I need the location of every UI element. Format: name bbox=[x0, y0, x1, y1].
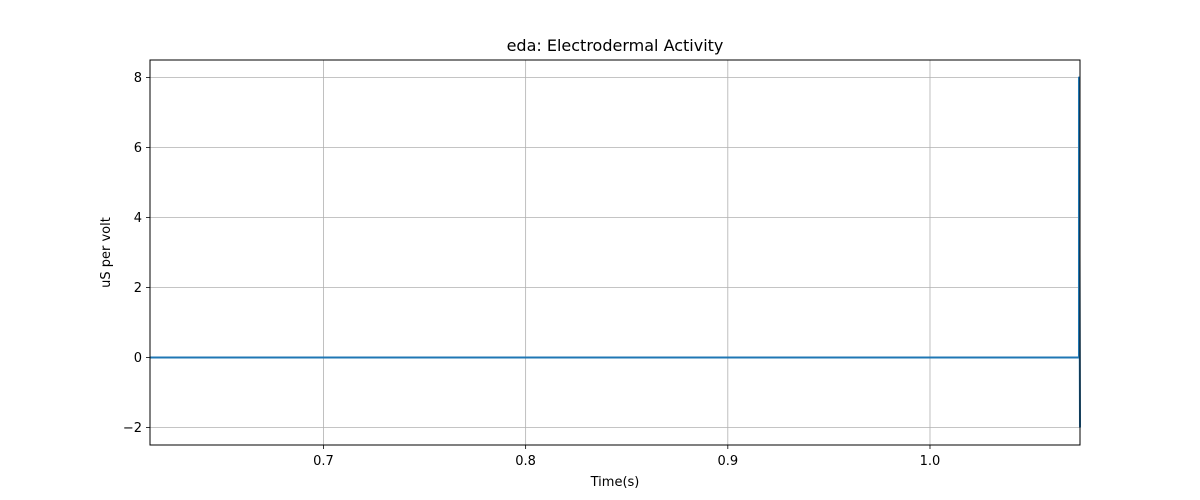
y-tick-label: −2 bbox=[123, 421, 142, 436]
y-tick-label: 8 bbox=[134, 71, 142, 86]
y-tick-label: 4 bbox=[134, 211, 142, 226]
plot-frame bbox=[149, 59, 1081, 446]
y-tick-label: 2 bbox=[134, 281, 142, 296]
y-tick-label: 6 bbox=[134, 141, 142, 156]
chart-title: eda: Electrodermal Activity bbox=[507, 36, 724, 55]
x-tick-label: 0.7 bbox=[313, 454, 334, 469]
y-axis: −2 0 2 4 6 8 bbox=[123, 71, 150, 436]
x-tick-label: 0.9 bbox=[717, 454, 738, 469]
series-line-0 bbox=[150, 76, 1081, 428]
x-tick-label: 1.0 bbox=[920, 454, 941, 469]
grid-layer bbox=[150, 60, 1080, 445]
y-axis-label: uS per volt bbox=[99, 217, 114, 288]
y-tick-label: 0 bbox=[134, 351, 142, 366]
x-axis: 0.7 0.8 0.9 1.0 bbox=[313, 445, 940, 469]
series-layer bbox=[150, 76, 1081, 428]
x-tick-label: 0.8 bbox=[515, 454, 536, 469]
x-axis-label: Time(s) bbox=[590, 475, 640, 490]
